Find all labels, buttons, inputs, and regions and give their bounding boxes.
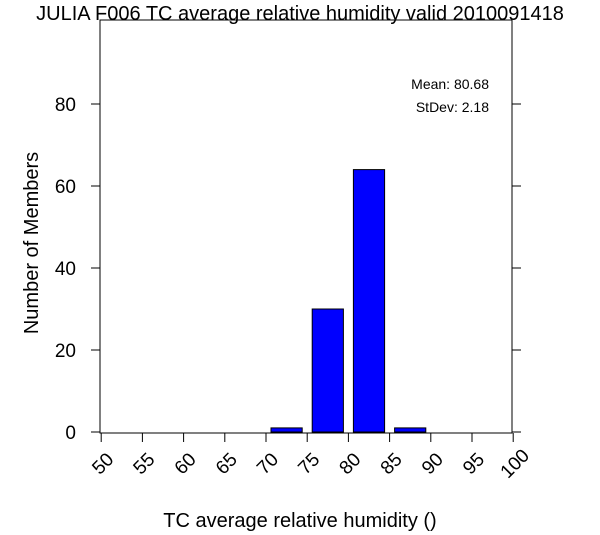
- chart-title: JULIA F006 TC average relative humidity …: [36, 3, 564, 25]
- x-axis-label: TC average relative humidity (): [163, 510, 436, 532]
- x-tick-label: 95: [459, 449, 489, 479]
- y-axis-label: Number of Members: [21, 152, 43, 334]
- plot-frame: [99, 19, 513, 434]
- x-tick-label: 75: [294, 449, 324, 479]
- mean-label: Mean: 80.68: [411, 76, 489, 92]
- y-tick-label: 20: [55, 341, 76, 362]
- x-tick-label: 90: [418, 449, 448, 479]
- histogram-bar: [352, 169, 386, 433]
- histogram-bar: [311, 308, 344, 433]
- x-tick-label: 80: [336, 449, 366, 479]
- x-axis: 50 55 60 65 70 75 80 85 90 95 100: [88, 433, 534, 483]
- stdev-label: StDev: 2.18: [416, 99, 489, 115]
- y-tick-label: 40: [55, 259, 76, 280]
- y-axis: 0 20 40 60 80: [55, 95, 521, 444]
- histogram-bar: [270, 427, 303, 433]
- y-tick-label: 80: [55, 95, 76, 116]
- x-tick-label: 85: [377, 449, 407, 479]
- y-tick-label: 60: [55, 177, 76, 198]
- x-tick-label: 100: [497, 445, 534, 482]
- y-tick-label: 0: [65, 423, 76, 444]
- x-tick-label: 55: [130, 449, 160, 479]
- histogram-bar: [394, 427, 427, 433]
- bars: [270, 169, 427, 433]
- x-tick-label: 70: [253, 449, 283, 479]
- x-tick-label: 50: [88, 449, 118, 479]
- x-tick-label: 60: [171, 449, 201, 479]
- x-tick-label: 65: [212, 449, 242, 479]
